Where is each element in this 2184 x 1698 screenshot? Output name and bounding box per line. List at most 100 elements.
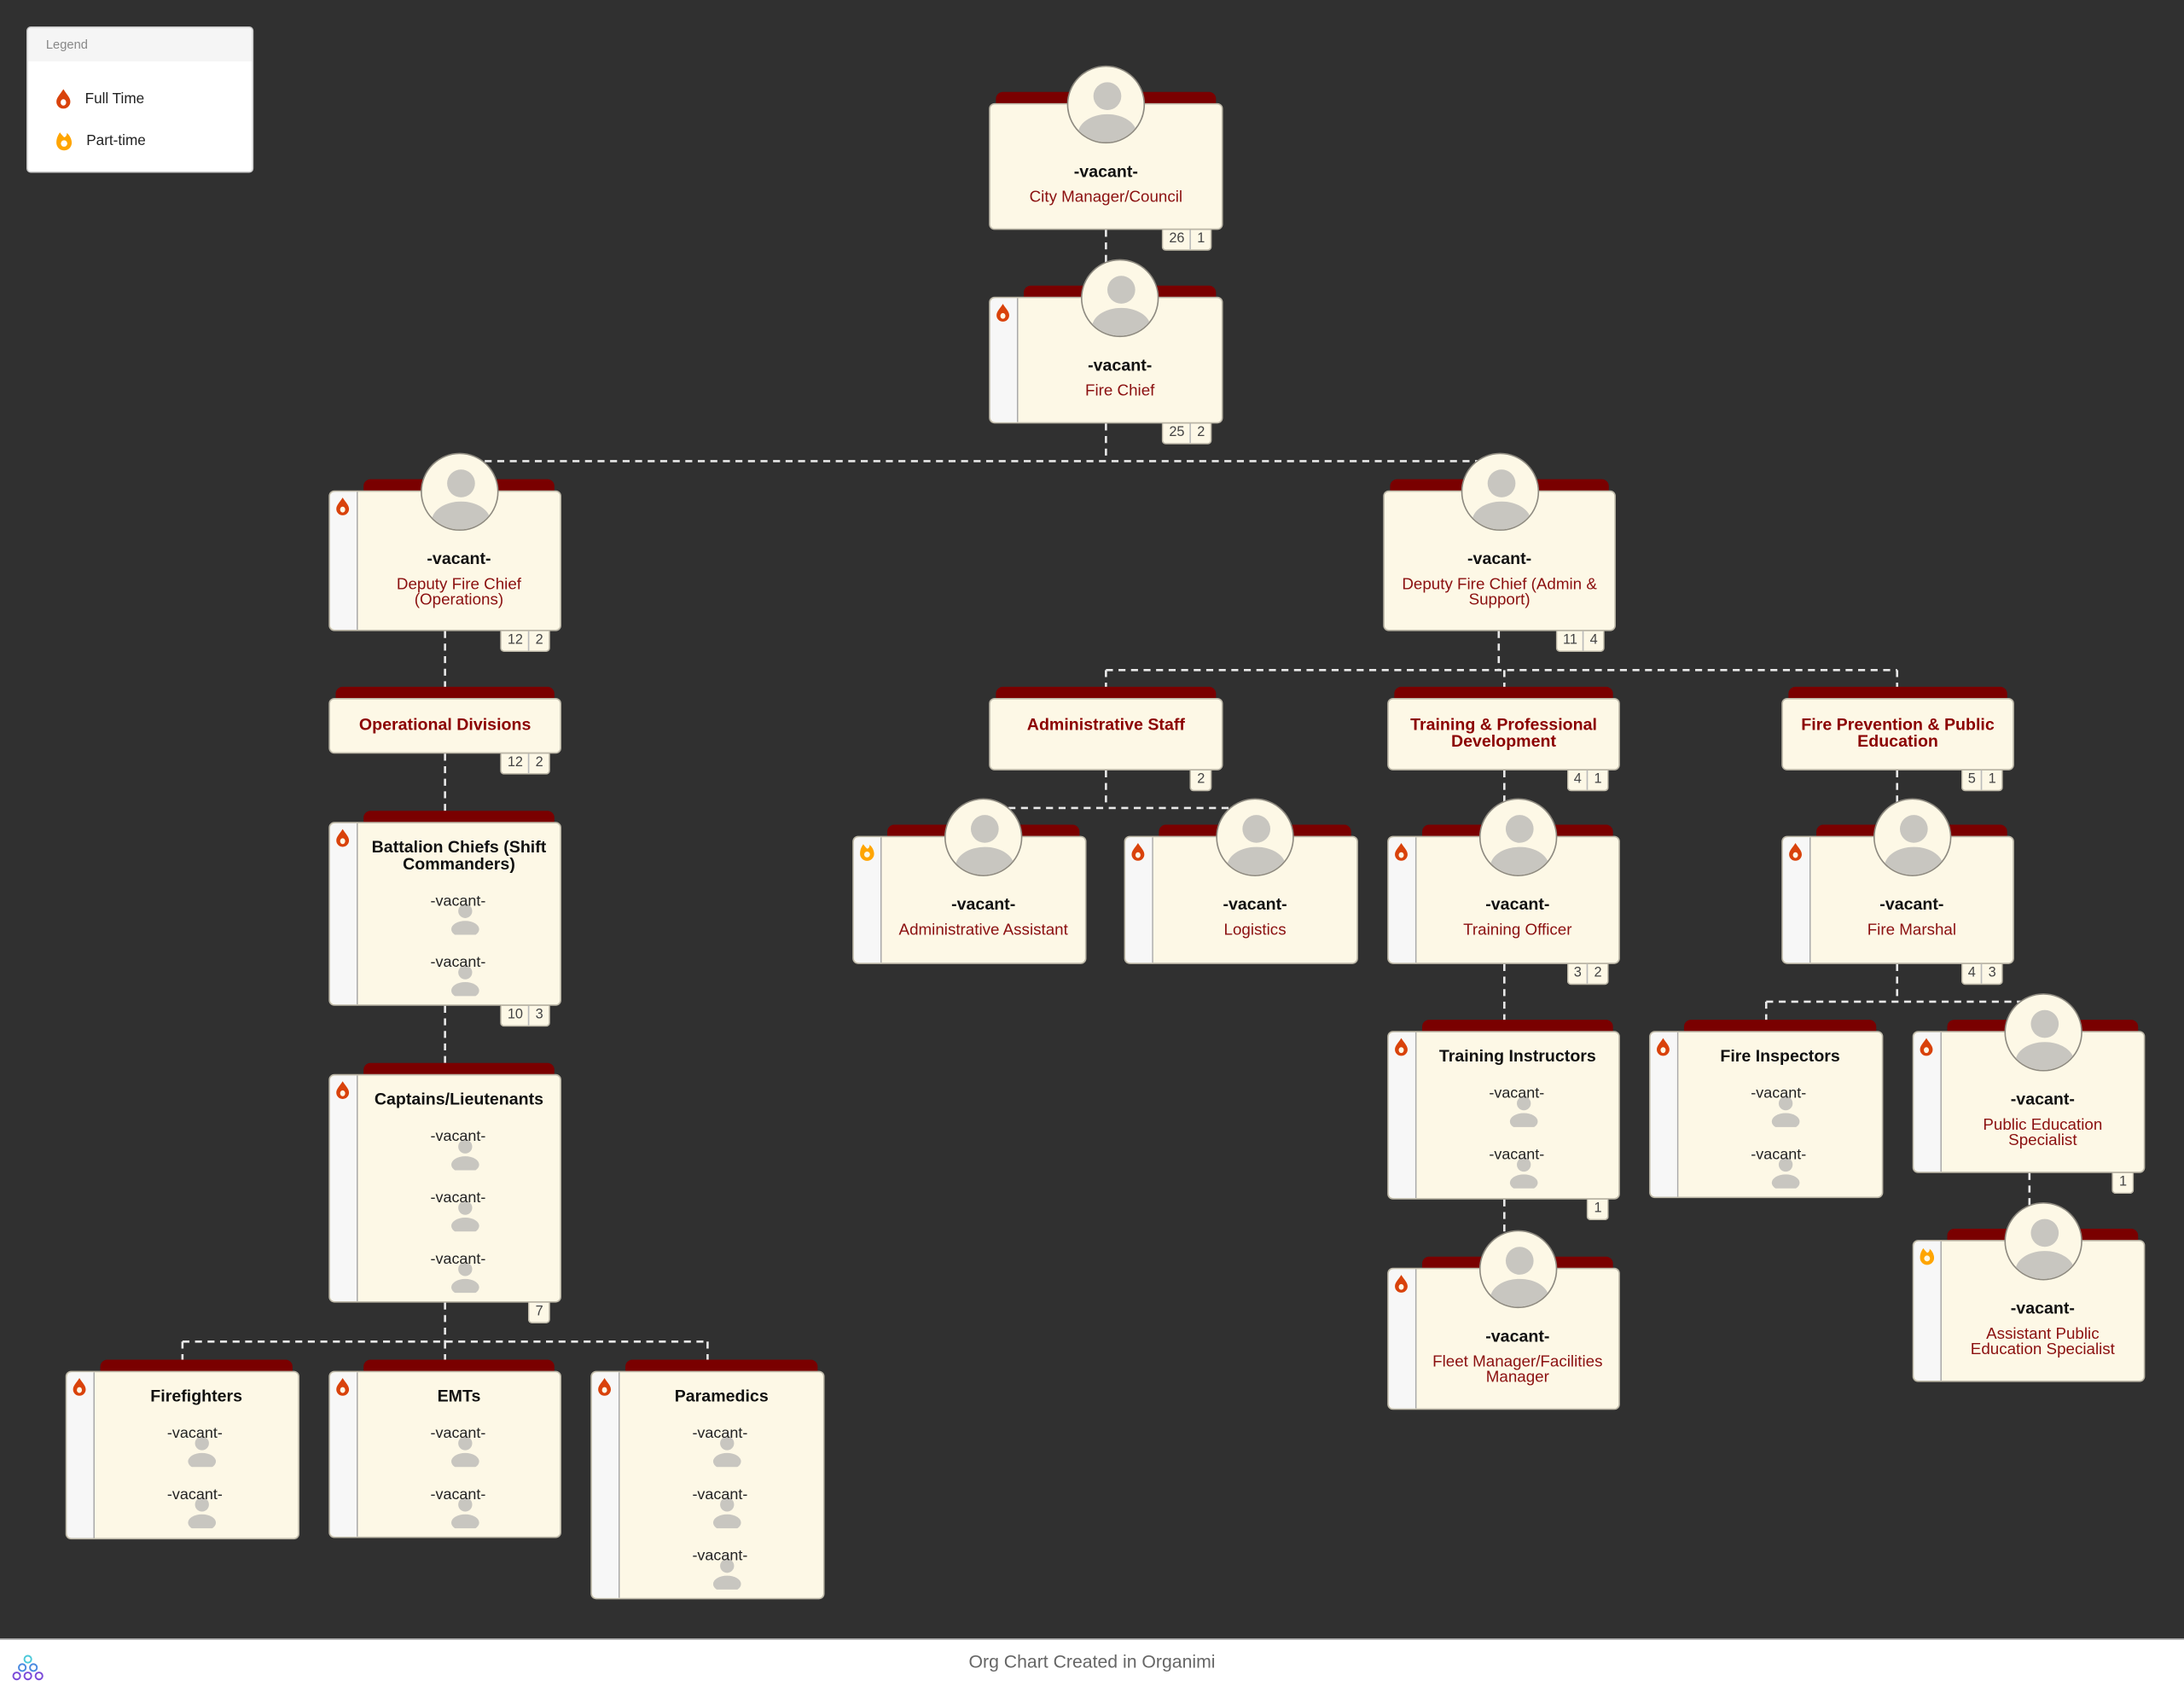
org-node-opdiv[interactable]: Operational Divisions [328, 697, 561, 754]
member-row[interactable]: -vacant- [358, 893, 561, 935]
org-node-captains[interactable]: Captains/Lieutenants -vacant- -vacant- -vac… [328, 1073, 561, 1303]
reports-count-badge[interactable]: 10 3 [500, 1005, 550, 1027]
card-header-bar [1788, 686, 2007, 701]
person-name[interactable]: -vacant- [2010, 1089, 2075, 1109]
member-row[interactable]: -vacant- [95, 1425, 298, 1468]
department-title[interactable]: Administrative Staff [1026, 714, 1185, 735]
member-row[interactable]: -vacant- [358, 1425, 561, 1468]
employment-strip [1388, 837, 1417, 963]
group-title[interactable]: Training Instructors [1438, 1046, 1596, 1067]
person-name[interactable]: -vacant- [427, 549, 491, 569]
reports-count-badge[interactable]: 11 4 [1555, 631, 1605, 653]
avatar[interactable] [2003, 993, 2082, 1072]
org-node-fleet[interactable]: -vacant- Fleet Manager/Facilities Manager [1387, 1230, 1620, 1410]
avatar[interactable] [1478, 1230, 1557, 1309]
group-title[interactable]: Captains/Lieutenants [374, 1089, 544, 1109]
avatar[interactable] [1478, 798, 1557, 876]
avatar[interactable] [1080, 259, 1159, 338]
member-row[interactable]: -vacant- [358, 1486, 561, 1529]
reports-count-badge[interactable]: 1 [2111, 1172, 2135, 1195]
person-name[interactable]: -vacant- [2010, 1298, 2075, 1318]
card-header-bar [1683, 1020, 1877, 1034]
avatar[interactable] [1873, 798, 1951, 876]
reports-count-badge[interactable]: 12 2 [500, 753, 550, 775]
card-content: Fire Inspectors -vacant- -vacant- [1678, 1032, 1881, 1197]
card-header-bar [996, 686, 1217, 701]
group-title[interactable]: Battalion Chiefs (Shift Commanders) [371, 837, 547, 874]
position-title: Administrative Assistant [898, 922, 1068, 939]
org-node-marshal[interactable]: -vacant- Fire Marshal [1781, 798, 2014, 964]
avatar[interactable] [420, 452, 498, 532]
reports-count-badge[interactable]: 25 2 [1162, 423, 1212, 445]
org-node-chief[interactable]: -vacant- Fire Chief [989, 259, 1223, 424]
employment-strip [67, 1372, 96, 1538]
member-row[interactable]: -vacant- [620, 1548, 823, 1590]
member-row[interactable]: -vacant- [358, 1189, 561, 1232]
reports-count-badge[interactable]: 12 2 [500, 631, 550, 653]
member-row[interactable]: -vacant- [620, 1425, 823, 1468]
reports-count-badge[interactable]: 1 [1587, 1199, 1609, 1221]
member-row[interactable]: -vacant- [1416, 1085, 1618, 1127]
org-node-trainoff[interactable]: -vacant- Training Officer [1387, 798, 1620, 964]
member-row[interactable]: -vacant- [358, 1128, 561, 1171]
person-name[interactable]: -vacant- [1088, 355, 1153, 375]
member-name: -vacant- [1489, 1085, 1545, 1102]
org-node-instructors[interactable]: Training Instructors -vacant- -vacant- [1387, 1031, 1620, 1200]
org-node-prevention[interactable]: Fire Prevention & Public Education [1781, 697, 2014, 770]
org-node-logistics[interactable]: -vacant- Logistics [1124, 798, 1358, 964]
department-title[interactable]: Fire Prevention & Public Education [1801, 714, 1995, 752]
card-content: Fire Prevention & Public Education [1783, 700, 2013, 770]
reports-count-badge[interactable]: 26 1 [1162, 230, 1212, 251]
group-title[interactable]: Fire Inspectors [1720, 1046, 1840, 1067]
person-name[interactable]: -vacant- [1073, 161, 1138, 182]
card-content: -vacant- Public Education Specialist [1942, 993, 2144, 1172]
employment-strip [329, 823, 358, 1005]
org-node-training[interactable]: Training & Professional Development [1387, 697, 1620, 770]
person-name[interactable]: -vacant- [1485, 1326, 1550, 1346]
org-node-emts[interactable]: EMTs -vacant- -vacant- [328, 1370, 561, 1538]
department-title[interactable]: Operational Divisions [358, 714, 531, 735]
member-row[interactable]: -vacant- [620, 1486, 823, 1529]
org-node-inspectors[interactable]: Fire Inspectors -vacant- -vacant- [1649, 1031, 1884, 1199]
reports-count-badge[interactable]: 2 [1190, 770, 1212, 792]
org-node-firefighters[interactable]: Firefighters -vacant- -vacant- [65, 1370, 300, 1540]
org-node-depops[interactable]: -vacant- Deputy Fire Chief (Operations) [328, 452, 561, 631]
member-row[interactable]: -vacant- [1416, 1147, 1618, 1189]
member-row[interactable]: -vacant- [358, 1251, 561, 1294]
member-row[interactable]: -vacant- [1678, 1085, 1881, 1127]
avatar[interactable] [1460, 452, 1539, 532]
avatar[interactable] [944, 798, 1023, 876]
person-name[interactable]: -vacant- [1879, 894, 1944, 915]
person-name[interactable]: -vacant- [1485, 894, 1550, 915]
org-node-paramedics[interactable]: Paramedics -vacant- -vacant- -vacant- [590, 1370, 825, 1600]
member-row[interactable]: -vacant- [95, 1486, 298, 1529]
org-chart-canvas[interactable]: -vacant- City Manager/Council 26 1 -vacant- F… [0, 0, 2184, 1639]
org-node-adminstaff[interactable]: Administrative Staff [989, 697, 1223, 770]
avatar[interactable] [1216, 798, 1294, 876]
org-node-battalion[interactable]: Battalion Chiefs (Shift Commanders) -vaca… [328, 822, 561, 1006]
card-content: Operational Divisions [330, 700, 560, 753]
org-node-city[interactable]: -vacant- City Manager/Council [989, 65, 1223, 230]
member-row[interactable]: -vacant- [358, 954, 561, 997]
avatar[interactable] [2003, 1202, 2082, 1281]
person-name[interactable]: -vacant- [1223, 894, 1287, 915]
avatar[interactable] [1066, 65, 1146, 144]
reports-count-badge[interactable]: 7 [528, 1302, 550, 1324]
org-node-adminasst[interactable]: -vacant- Administrative Assistant [852, 798, 1087, 964]
group-title[interactable]: Firefighters [150, 1386, 243, 1406]
department-title[interactable]: Training & Professional Development [1410, 714, 1597, 752]
direct-reports-count: 11 [1562, 632, 1577, 648]
member-row[interactable]: -vacant- [1678, 1147, 1881, 1189]
person-name[interactable]: -vacant- [951, 894, 1016, 915]
group-title[interactable]: EMTs [437, 1386, 481, 1406]
org-node-asstpubed[interactable]: -vacant- Assistant Public Education Speci… [1912, 1202, 2146, 1382]
org-node-pubed[interactable]: -vacant- Public Education Specialist [1912, 993, 2146, 1173]
person-name[interactable]: -vacant- [1467, 549, 1532, 569]
org-node-depadmin[interactable]: -vacant- Deputy Fire Chief (Admin & Suppo… [1383, 452, 1616, 631]
group-title[interactable]: Paramedics [674, 1386, 769, 1406]
card-content: Administrative Staff [990, 700, 1222, 770]
